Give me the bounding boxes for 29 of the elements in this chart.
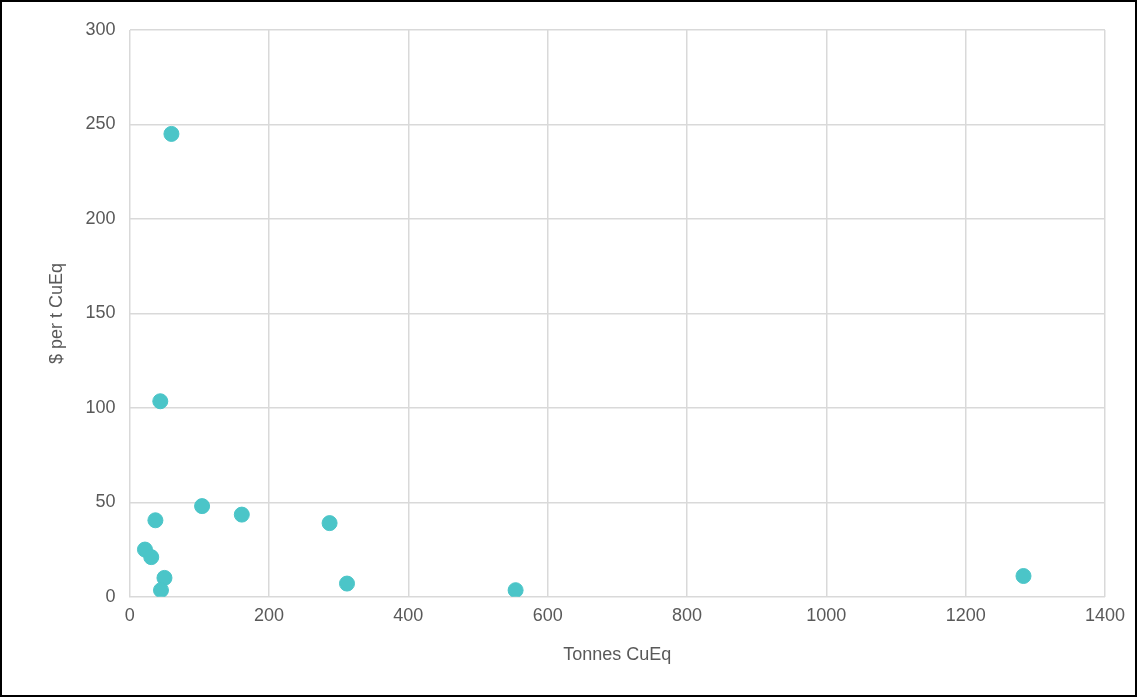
x-tick-label: 200	[253, 604, 284, 625]
point	[163, 125, 180, 142]
point	[339, 575, 355, 592]
point	[152, 582, 169, 597]
x-tick-label: 1200	[945, 604, 986, 625]
x-axis-title: Tonnes CuEq	[563, 644, 672, 665]
x-tick-label: 1400	[1084, 604, 1126, 625]
y-tick-label: 250	[85, 113, 116, 134]
point	[147, 512, 164, 529]
x-tick-label: 600	[532, 604, 563, 625]
y-tick-label: 150	[85, 302, 116, 323]
point	[194, 498, 211, 515]
x-tick-label: 0	[124, 604, 135, 625]
point	[233, 506, 250, 523]
y-tick-label: 0	[105, 585, 116, 606]
x-tick-label: 800	[671, 604, 703, 625]
point	[321, 515, 338, 532]
y-tick-label: 300	[85, 18, 116, 39]
x-tick-label: 400	[393, 604, 424, 625]
point	[156, 569, 173, 586]
y-tick-label: 50	[95, 491, 116, 512]
y-tick-label: 200	[85, 207, 116, 228]
y-axis-title: $ per t CuEq	[45, 262, 66, 364]
point	[1015, 568, 1032, 585]
point	[152, 393, 169, 410]
point	[507, 582, 524, 597]
point	[143, 549, 160, 566]
x-tick-label: 1000	[806, 604, 847, 625]
y-tick-label: 100	[85, 396, 116, 417]
